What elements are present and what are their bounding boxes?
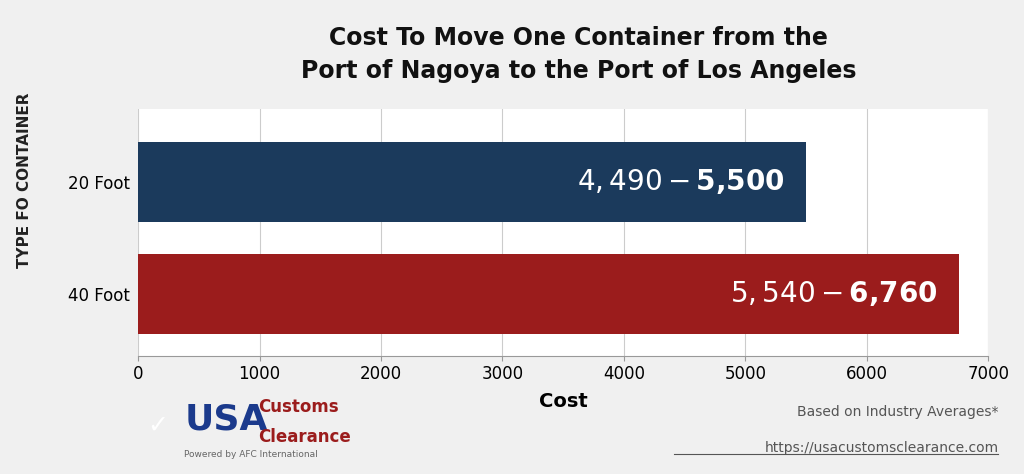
Text: $5,540 - $6,760: $5,540 - $6,760 bbox=[730, 279, 937, 309]
Text: $4,490 - $5,500: $4,490 - $5,500 bbox=[577, 167, 784, 196]
Bar bbox=[138, 142, 806, 222]
Text: Cost To Move One Container from the: Cost To Move One Container from the bbox=[329, 26, 828, 50]
Text: ✓: ✓ bbox=[147, 413, 168, 438]
Text: Based on Industry Averages*: Based on Industry Averages* bbox=[797, 405, 998, 419]
Text: Customs: Customs bbox=[258, 398, 339, 416]
Text: TYPE FO CONTAINER: TYPE FO CONTAINER bbox=[17, 92, 32, 268]
Text: https://usacustomsclearance.com: https://usacustomsclearance.com bbox=[764, 441, 998, 455]
Text: Port of Nagoya to the Port of Los Angeles: Port of Nagoya to the Port of Los Angele… bbox=[301, 59, 856, 83]
Text: Powered by AFC International: Powered by AFC International bbox=[184, 450, 318, 458]
X-axis label: Cost: Cost bbox=[539, 392, 588, 410]
Text: Clearance: Clearance bbox=[258, 428, 351, 446]
Text: USA: USA bbox=[184, 402, 268, 437]
Bar bbox=[138, 254, 959, 334]
